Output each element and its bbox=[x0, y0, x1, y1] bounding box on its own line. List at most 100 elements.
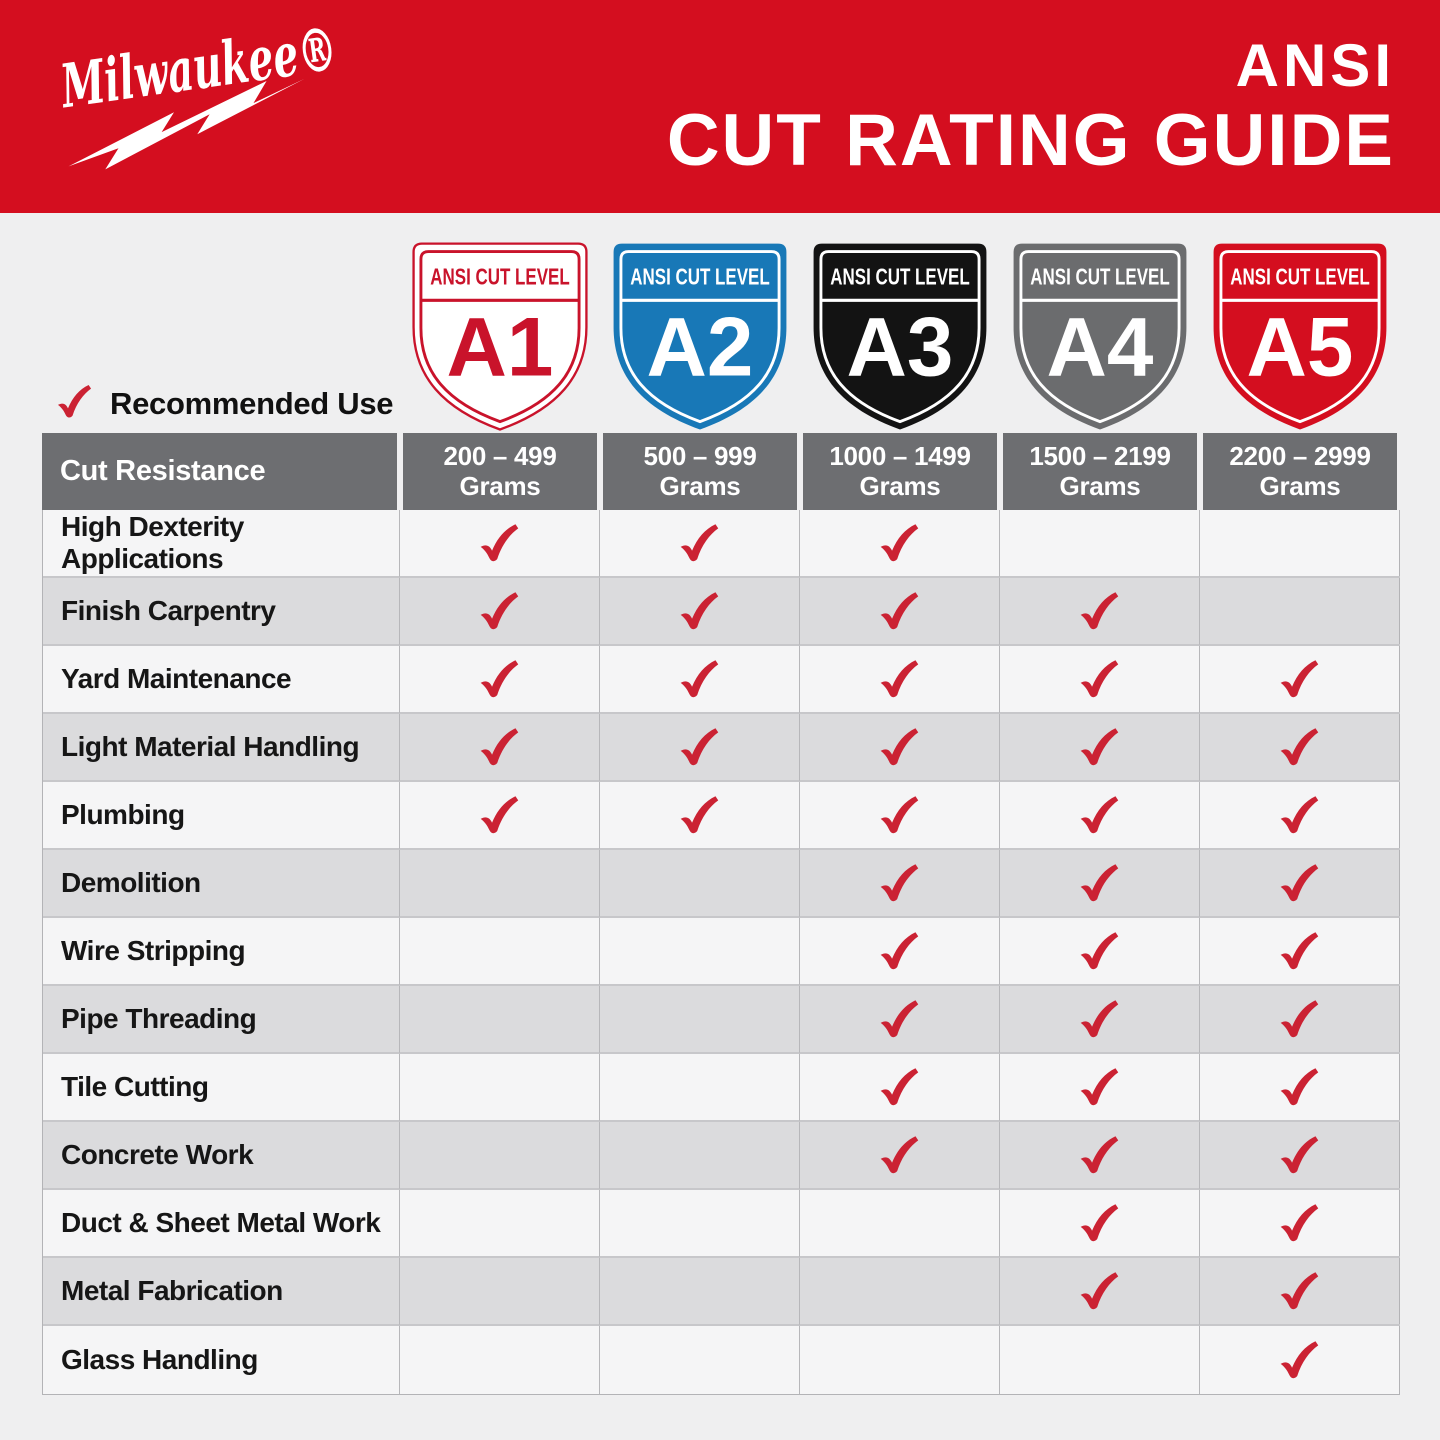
table-body: High Dexterity Applications Finish Carpe… bbox=[42, 510, 1400, 1395]
shield-inner-outline bbox=[1219, 250, 1381, 424]
row-label: Light Material Handling bbox=[43, 714, 400, 782]
check-icon bbox=[680, 728, 718, 766]
check-cell-a5 bbox=[1200, 578, 1400, 646]
column-unit: Grams bbox=[1059, 470, 1141, 501]
shield-level-text: A1 bbox=[447, 300, 554, 394]
check-icon bbox=[880, 1068, 918, 1106]
row-label: Wire Stripping bbox=[43, 918, 400, 986]
row-label: Demolition bbox=[43, 850, 400, 918]
shield-badge-a2: ANSI CUT LEVEL A2 bbox=[613, 243, 787, 430]
column-unit: Grams bbox=[459, 470, 541, 501]
column-range: 2200 – 2999 bbox=[1229, 440, 1371, 471]
check-icon bbox=[880, 1136, 918, 1174]
check-cell-a1 bbox=[400, 1054, 600, 1122]
row-label: Finish Carpentry bbox=[43, 578, 400, 646]
check-icon bbox=[480, 728, 518, 766]
shield-badge-a5: ANSI CUT LEVEL A5 bbox=[1213, 243, 1387, 430]
row-label: Yard Maintenance bbox=[43, 646, 400, 714]
check-cell-a1 bbox=[400, 1326, 600, 1394]
row-label: Metal Fabrication bbox=[43, 1258, 400, 1326]
milwaukee-logo: Milwaukee® bbox=[55, 14, 375, 192]
check-icon bbox=[880, 592, 918, 630]
check-icon bbox=[680, 524, 718, 562]
check-icon bbox=[1280, 728, 1319, 766]
check-icon bbox=[1080, 1272, 1118, 1310]
shield-inner-outline bbox=[819, 250, 981, 424]
check-icon bbox=[1280, 864, 1319, 902]
brand-wordmark: Milwaukee® bbox=[55, 22, 341, 122]
check-cell-a4 bbox=[1000, 850, 1200, 918]
table-row: Tile Cutting bbox=[43, 1054, 1400, 1122]
check-icon bbox=[880, 524, 918, 562]
check-cell-a2 bbox=[600, 1190, 800, 1258]
shield-slot: ANSI CUT LEVEL A4 bbox=[1000, 239, 1200, 436]
row-label: Plumbing bbox=[43, 782, 400, 850]
recommended-use-legend: Recommended Use bbox=[55, 383, 394, 425]
check-cell-a3 bbox=[800, 714, 1000, 782]
shield-slot: ANSI CUT LEVEL A1 bbox=[400, 239, 600, 436]
shield-badge-a4: ANSI CUT LEVEL A4 bbox=[1013, 243, 1187, 430]
shield-badge-a1: ANSI CUT LEVEL A1 bbox=[412, 242, 588, 431]
table-row: Pipe Threading bbox=[43, 986, 1400, 1054]
check-cell-a3 bbox=[800, 578, 1000, 646]
shield-inner-outline bbox=[419, 250, 581, 424]
table-row: Duct & Sheet Metal Work bbox=[43, 1190, 1400, 1258]
table-row: Light Material Handling bbox=[43, 714, 1400, 782]
check-icon bbox=[480, 592, 518, 630]
check-icon bbox=[55, 383, 95, 425]
check-cell-a3 bbox=[800, 782, 1000, 850]
cut-resistance-header: Cut Resistance bbox=[42, 433, 397, 510]
check-cell-a1 bbox=[400, 1190, 600, 1258]
shield-slot: ANSI CUT LEVEL A3 bbox=[800, 239, 1000, 436]
check-cell-a2 bbox=[600, 714, 800, 782]
check-cell-a4 bbox=[1000, 1190, 1200, 1258]
shield-level-text: A5 bbox=[1247, 300, 1354, 394]
row-label: Glass Handling bbox=[43, 1326, 400, 1394]
shield-banner-label: ANSI CUT LEVEL bbox=[1030, 264, 1169, 290]
column-header-a4: 1500 – 2199 Grams bbox=[1003, 433, 1197, 510]
check-icon bbox=[1280, 660, 1319, 698]
shield-banner-label: ANSI CUT LEVEL bbox=[1230, 264, 1369, 290]
row-label: High Dexterity Applications bbox=[43, 510, 400, 578]
check-icon bbox=[1280, 1204, 1319, 1242]
check-icon bbox=[1280, 796, 1319, 834]
check-cell-a5 bbox=[1200, 1190, 1400, 1258]
check-cell-a2 bbox=[600, 850, 800, 918]
page-title-line1: ANSI bbox=[1235, 32, 1395, 99]
check-cell-a3 bbox=[800, 510, 1000, 578]
check-cell-a2 bbox=[600, 1122, 800, 1190]
check-icon bbox=[1080, 728, 1118, 766]
row-label: Concrete Work bbox=[43, 1122, 400, 1190]
check-cell-a1 bbox=[400, 1122, 600, 1190]
check-icon bbox=[1280, 1136, 1319, 1174]
check-icon bbox=[880, 796, 918, 834]
check-cell-a5 bbox=[1200, 918, 1400, 986]
check-cell-a5 bbox=[1200, 1326, 1400, 1394]
column-header-a3: 1000 – 1499 Grams bbox=[803, 433, 997, 510]
check-cell-a2 bbox=[600, 578, 800, 646]
shield-level-text: A2 bbox=[647, 300, 754, 394]
recommended-use-label: Recommended Use bbox=[110, 386, 394, 421]
check-icon bbox=[680, 660, 718, 698]
column-header-a1: 200 – 499 Grams bbox=[403, 433, 597, 510]
shield-shape bbox=[1013, 243, 1187, 430]
check-cell-a1 bbox=[400, 1258, 600, 1326]
column-header-a5: 2200 – 2999 Grams bbox=[1203, 433, 1397, 510]
shield-inner-outline bbox=[1019, 250, 1181, 424]
table-row: Demolition bbox=[43, 850, 1400, 918]
column-unit: Grams bbox=[859, 470, 941, 501]
check-icon bbox=[480, 660, 518, 698]
check-cell-a2 bbox=[600, 1326, 800, 1394]
check-icon bbox=[880, 1000, 918, 1038]
column-header-a2: 500 – 999 Grams bbox=[603, 433, 797, 510]
shield-banner-label: ANSI CUT LEVEL bbox=[430, 264, 569, 290]
check-cell-a5 bbox=[1200, 646, 1400, 714]
row-label: Pipe Threading bbox=[43, 986, 400, 1054]
check-icon bbox=[1080, 1000, 1118, 1038]
check-cell-a3 bbox=[800, 1122, 1000, 1190]
check-cell-a3 bbox=[800, 1190, 1000, 1258]
shield-inner-outline bbox=[619, 250, 781, 424]
cut-rating-table: Cut Resistance 200 – 499 Grams 500 – 999 … bbox=[42, 433, 1400, 1395]
check-icon bbox=[880, 932, 918, 970]
